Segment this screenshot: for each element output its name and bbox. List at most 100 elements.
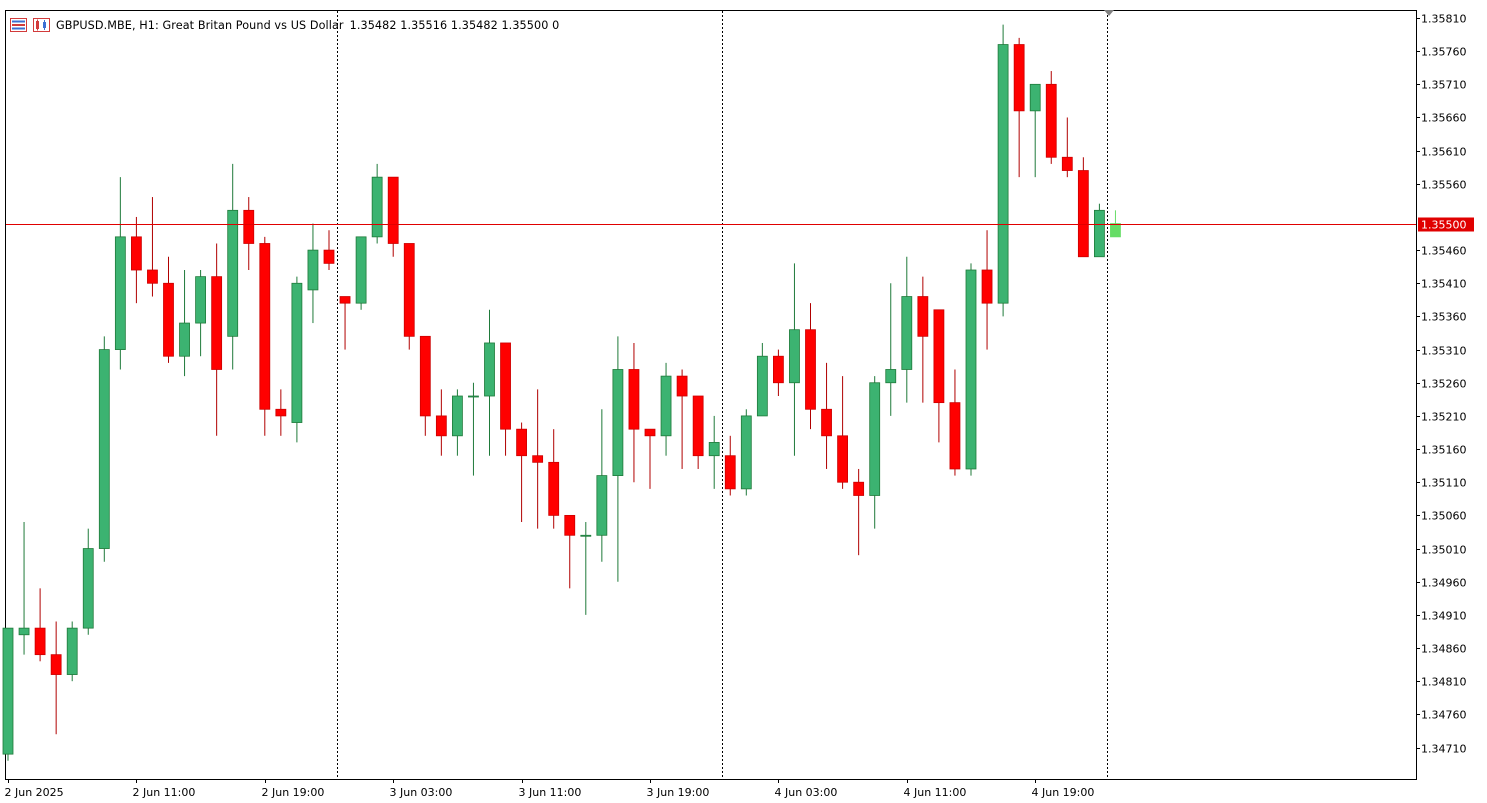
candle[interactable] [1077, 157, 1089, 258]
time-tick-label: 3 Jun 03:00 [390, 786, 453, 799]
candle[interactable] [179, 270, 190, 377]
candle[interactable] [371, 163, 383, 244]
candle[interactable] [1029, 83, 1041, 178]
candle[interactable] [628, 342, 640, 483]
chart-shift-marker-icon[interactable] [1104, 10, 1114, 16]
candle[interactable] [660, 362, 672, 456]
candle[interactable] [885, 283, 897, 416]
candle[interactable] [1045, 71, 1057, 164]
candle[interactable] [307, 223, 319, 324]
candle[interactable] [965, 263, 977, 476]
candle[interactable] [532, 389, 544, 529]
candle[interactable] [387, 176, 399, 257]
candle[interactable] [451, 389, 463, 456]
candle[interactable] [339, 296, 351, 350]
candle[interactable] [211, 243, 223, 436]
time-axis[interactable]: 2 Jun 2025 2 Jun 11:00 2 Jun 19:00 3 Jun 03… [5, 10, 1115, 799]
candle[interactable] [403, 243, 415, 350]
candle[interactable] [516, 422, 527, 523]
candle-body [837, 435, 848, 483]
candle[interactable] [580, 522, 592, 615]
candle[interactable] [1094, 203, 1105, 258]
candle[interactable] [195, 270, 207, 357]
price-tick-label: 1.35110 [1421, 477, 1467, 490]
price-tick-label: 1.35260 [1421, 378, 1467, 391]
candle[interactable] [2, 627, 14, 761]
candle[interactable] [869, 376, 881, 529]
candle[interactable] [98, 336, 110, 562]
candle[interactable] [740, 409, 752, 496]
candle[interactable] [147, 197, 158, 297]
candle[interactable] [82, 528, 94, 635]
candle[interactable] [1110, 210, 1121, 238]
candle[interactable] [435, 389, 447, 456]
candle[interactable] [756, 342, 768, 417]
candle[interactable] [917, 276, 929, 403]
candle[interactable] [130, 216, 142, 304]
candle[interactable] [323, 230, 335, 271]
candle[interactable] [1061, 117, 1073, 178]
candle[interactable] [676, 369, 688, 469]
candle[interactable] [1013, 37, 1025, 178]
candle[interactable] [500, 342, 511, 456]
period-separators [337, 11, 1108, 779]
candle[interactable] [612, 336, 624, 582]
candle[interactable] [805, 303, 816, 430]
candle[interactable] [692, 395, 704, 469]
candle[interactable] [468, 382, 479, 476]
candle[interactable] [243, 197, 255, 271]
candle[interactable] [933, 309, 945, 443]
candle[interactable] [66, 621, 78, 682]
price-tick-label: 1.35410 [1421, 278, 1467, 291]
candle[interactable] [484, 309, 495, 456]
candle[interactable] [564, 514, 576, 589]
candle-body [564, 514, 576, 536]
candle[interactable] [355, 236, 367, 310]
candle-body [644, 428, 656, 437]
trading-history-icon[interactable] [10, 18, 27, 32]
time-tick-label: 4 Jun 03:00 [775, 786, 838, 799]
candle[interactable] [596, 409, 608, 562]
candle[interactable] [34, 588, 46, 662]
candle[interactable] [789, 263, 800, 456]
candle[interactable] [18, 522, 30, 655]
candle[interactable] [901, 256, 913, 403]
candle[interactable] [227, 163, 239, 370]
candle[interactable] [821, 362, 832, 469]
candle[interactable] [997, 24, 1009, 317]
candle[interactable] [708, 415, 720, 489]
candle-body [1094, 209, 1105, 258]
candle[interactable] [644, 428, 656, 489]
candle-body [516, 428, 527, 457]
candle[interactable] [548, 429, 560, 529]
price-axis[interactable]: 1.35810 1.35760 1.35710 1.35660 1.35610 1.355… [1416, 13, 1467, 756]
candle[interactable] [949, 369, 961, 476]
candle[interactable] [724, 435, 736, 496]
candle[interactable] [50, 621, 62, 735]
chart-header: GBPUSD.MBE, H1: Great Britan Pound vs US… [10, 16, 559, 34]
candle-body [885, 369, 897, 384]
price-tick-label: 1.35060 [1421, 510, 1467, 523]
candle-body [612, 369, 624, 476]
candle[interactable] [114, 177, 126, 370]
candle[interactable] [163, 256, 174, 363]
candle[interactable] [853, 468, 865, 556]
candle-body [869, 382, 881, 496]
bid-price-label: 1.35500 [1421, 219, 1467, 232]
candle[interactable] [981, 230, 993, 350]
time-tick-label: 3 Jun 11:00 [519, 786, 582, 799]
candle[interactable] [773, 349, 784, 397]
price-tick-label: 1.35010 [1421, 544, 1467, 557]
candle[interactable] [837, 376, 848, 489]
candle-body [243, 209, 255, 244]
candle-body [789, 329, 800, 384]
candle[interactable] [259, 236, 271, 436]
candles-layer[interactable] [2, 24, 1121, 761]
candle[interactable] [419, 335, 431, 436]
candle[interactable] [275, 389, 287, 436]
candle[interactable] [291, 276, 303, 443]
candle-body [933, 309, 945, 404]
chart-properties-icon[interactable] [33, 18, 50, 32]
